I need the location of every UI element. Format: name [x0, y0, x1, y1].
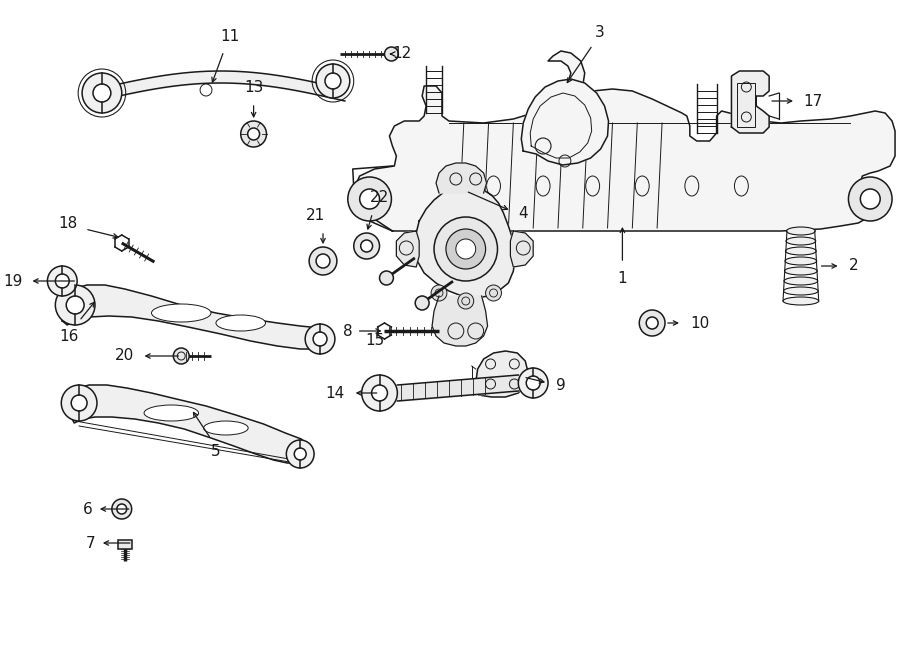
Circle shape [174, 348, 189, 364]
Circle shape [313, 332, 327, 346]
Text: 8: 8 [343, 323, 353, 338]
Circle shape [362, 375, 398, 411]
Circle shape [849, 177, 892, 221]
Ellipse shape [784, 277, 818, 285]
Text: 9: 9 [556, 377, 566, 393]
Polygon shape [432, 296, 488, 346]
Ellipse shape [203, 421, 248, 435]
Circle shape [486, 285, 501, 301]
Circle shape [646, 317, 658, 329]
Circle shape [361, 240, 373, 252]
Polygon shape [521, 79, 608, 165]
Circle shape [61, 385, 97, 421]
Ellipse shape [151, 304, 211, 322]
Text: 3: 3 [595, 25, 605, 40]
Ellipse shape [786, 247, 816, 255]
Text: 20: 20 [114, 348, 134, 364]
Bar [118, 540, 131, 549]
Polygon shape [476, 351, 528, 397]
Polygon shape [59, 285, 333, 349]
Circle shape [71, 395, 87, 411]
Text: 12: 12 [392, 46, 411, 61]
Text: 16: 16 [59, 329, 79, 344]
Text: 18: 18 [58, 215, 77, 231]
Circle shape [305, 324, 335, 354]
Ellipse shape [785, 267, 817, 275]
Circle shape [860, 189, 880, 209]
Ellipse shape [783, 297, 819, 305]
Polygon shape [66, 385, 312, 463]
Circle shape [93, 84, 111, 102]
Circle shape [112, 499, 131, 519]
Polygon shape [396, 231, 419, 267]
Text: 6: 6 [84, 502, 93, 516]
Text: 4: 4 [518, 206, 528, 221]
Circle shape [67, 296, 84, 314]
Ellipse shape [144, 405, 199, 421]
Circle shape [518, 368, 548, 398]
Text: 14: 14 [326, 385, 345, 401]
Polygon shape [414, 185, 516, 298]
Circle shape [316, 254, 330, 268]
Circle shape [372, 385, 388, 401]
Circle shape [446, 229, 486, 269]
Text: 11: 11 [220, 29, 239, 44]
Circle shape [415, 296, 429, 310]
Circle shape [431, 285, 447, 301]
Circle shape [434, 217, 498, 281]
Ellipse shape [784, 287, 818, 295]
Circle shape [309, 247, 337, 275]
Circle shape [458, 293, 473, 309]
Text: 7: 7 [86, 535, 95, 551]
Text: 22: 22 [370, 190, 389, 205]
Circle shape [316, 64, 350, 98]
Circle shape [354, 233, 380, 259]
Circle shape [286, 440, 314, 468]
Polygon shape [510, 231, 533, 267]
Text: 19: 19 [4, 274, 23, 288]
Circle shape [248, 128, 259, 140]
Circle shape [526, 376, 540, 390]
Polygon shape [436, 163, 487, 193]
Ellipse shape [786, 237, 815, 245]
Circle shape [48, 266, 77, 296]
Circle shape [240, 121, 266, 147]
Polygon shape [353, 51, 895, 231]
Text: 2: 2 [849, 258, 858, 274]
Text: 5: 5 [212, 444, 220, 459]
Circle shape [55, 285, 95, 325]
Text: 21: 21 [305, 208, 325, 223]
Circle shape [325, 73, 341, 89]
Circle shape [456, 239, 476, 259]
Circle shape [55, 274, 69, 288]
Text: 13: 13 [244, 80, 264, 95]
Circle shape [200, 84, 212, 96]
Circle shape [117, 504, 127, 514]
Text: 15: 15 [364, 333, 384, 348]
Circle shape [639, 310, 665, 336]
Circle shape [384, 47, 399, 61]
Text: 10: 10 [689, 315, 709, 330]
Polygon shape [732, 71, 770, 133]
Ellipse shape [787, 227, 815, 235]
Text: 17: 17 [803, 93, 822, 108]
Ellipse shape [785, 257, 816, 265]
Circle shape [347, 177, 392, 221]
Circle shape [360, 189, 380, 209]
Bar [737, 83, 755, 127]
Circle shape [294, 448, 306, 460]
Ellipse shape [216, 315, 266, 331]
Circle shape [82, 73, 122, 113]
Text: 1: 1 [617, 271, 627, 286]
Circle shape [380, 271, 393, 285]
